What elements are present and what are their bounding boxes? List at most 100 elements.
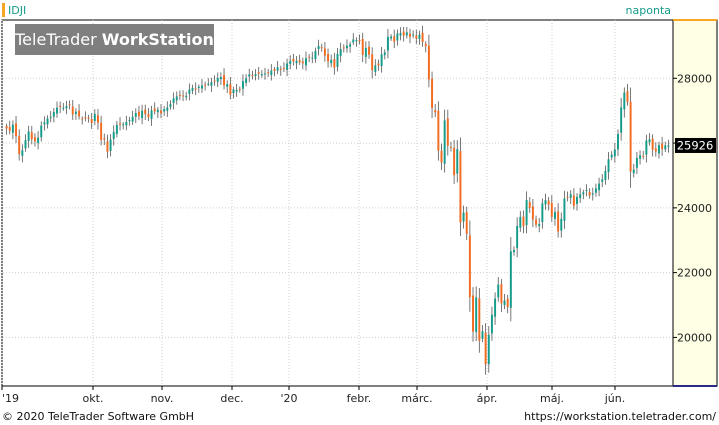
y-tick-label: 22000 — [677, 267, 712, 280]
candle — [175, 91, 178, 105]
candle — [484, 323, 487, 375]
candle — [358, 34, 361, 45]
candle — [30, 125, 33, 145]
candle — [342, 44, 345, 53]
candle — [314, 47, 317, 63]
candle — [96, 108, 99, 130]
candle — [238, 86, 241, 93]
candle — [541, 198, 544, 229]
plot-area[interactable] — [1, 19, 674, 387]
price-axis[interactable] — [672, 19, 718, 387]
candle — [462, 205, 465, 229]
candle — [409, 28, 411, 44]
logo-text-teletrader: TeleTrader — [15, 30, 97, 49]
candle — [160, 104, 162, 119]
last-price-value: 25926 — [677, 138, 714, 152]
y-tick-label: 24000 — [677, 202, 712, 215]
candle — [651, 134, 654, 157]
x-tick-label: jún. — [604, 392, 626, 405]
candle — [197, 84, 200, 93]
candles — [5, 25, 670, 375]
candle — [383, 49, 386, 60]
candle — [377, 59, 380, 71]
candle — [270, 64, 273, 81]
candle — [386, 28, 389, 59]
candle — [311, 51, 314, 64]
candle — [166, 101, 169, 117]
candle — [137, 106, 140, 121]
candle — [254, 69, 257, 81]
candle — [219, 72, 222, 85]
candle — [617, 129, 619, 157]
candle — [153, 102, 156, 115]
candle — [323, 42, 326, 62]
candle — [49, 111, 52, 123]
candle — [119, 117, 122, 131]
candle — [535, 215, 538, 228]
candle — [191, 84, 194, 95]
candle — [588, 188, 591, 199]
candle — [560, 212, 563, 238]
candle — [115, 120, 118, 138]
candle — [443, 109, 446, 173]
candle — [349, 41, 352, 53]
candle — [569, 190, 572, 205]
candle — [607, 151, 610, 180]
candle — [93, 109, 96, 126]
candle — [112, 125, 115, 146]
grid-lines — [1, 20, 672, 386]
candle — [639, 150, 642, 165]
candle — [251, 70, 254, 80]
candle — [364, 41, 367, 64]
candle — [226, 80, 229, 93]
candle — [654, 142, 657, 157]
candle — [418, 30, 421, 45]
candle — [427, 34, 430, 88]
candle — [37, 131, 40, 150]
candle — [15, 116, 18, 143]
y-tick-label: 20000 — [677, 331, 712, 344]
candle — [27, 125, 30, 148]
candle — [610, 151, 613, 161]
candle — [273, 67, 276, 77]
candle — [402, 26, 405, 42]
candle — [500, 278, 503, 313]
candle — [216, 72, 219, 87]
candle — [188, 83, 191, 101]
candle — [582, 189, 585, 200]
source-url[interactable]: https://workstation.teletrader.com/ — [524, 410, 716, 423]
candle — [327, 48, 330, 68]
candle — [194, 82, 197, 96]
candle — [90, 112, 93, 129]
candle — [229, 77, 232, 100]
candle — [74, 108, 77, 120]
x-axis-ticks: '19 okt. nov. dec. '20 febr. márc. ápr. máj. jún. — [1, 386, 626, 405]
symbol-label: IDJI — [8, 4, 26, 17]
candle — [21, 144, 24, 163]
candle — [449, 141, 452, 152]
candle — [46, 115, 49, 129]
candle — [553, 207, 556, 226]
candle — [141, 104, 144, 125]
candle — [415, 29, 418, 44]
candle — [481, 325, 484, 342]
interval-label[interactable]: naponta — [626, 4, 671, 17]
candle — [516, 217, 519, 258]
candle — [336, 48, 339, 72]
candle — [24, 134, 27, 152]
candle — [405, 26, 408, 39]
candle — [604, 165, 607, 185]
candle — [557, 203, 560, 238]
candle — [459, 137, 462, 237]
candle — [393, 29, 396, 49]
candle — [330, 54, 333, 68]
candle — [103, 133, 106, 145]
logo-text-workstation: WorkStation — [101, 30, 214, 49]
candle — [317, 39, 320, 56]
candle — [380, 46, 383, 73]
candle — [352, 33, 355, 45]
candle — [301, 57, 304, 70]
candle — [629, 87, 632, 188]
candle — [579, 187, 582, 203]
